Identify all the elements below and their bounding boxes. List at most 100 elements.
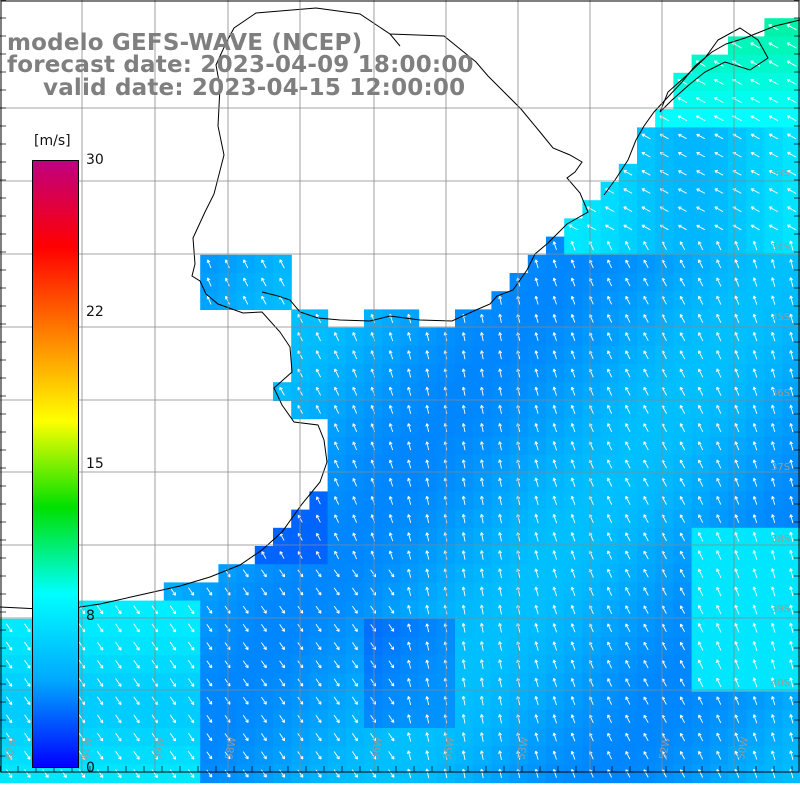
wind-arrow <box>643 714 649 723</box>
wind-arrow <box>352 514 358 523</box>
wind-arrow <box>679 623 685 633</box>
wind-arrow <box>480 459 484 469</box>
wind-arrow <box>643 277 649 287</box>
wind-arrow <box>206 696 213 705</box>
wind-cell <box>782 127 800 147</box>
wind-arrow <box>750 115 761 122</box>
wind-arrow <box>770 604 776 615</box>
wind-arrow <box>351 751 358 760</box>
wind-arrow <box>498 641 502 651</box>
lon-label: 62W <box>4 736 19 760</box>
wind-arrow <box>425 768 430 779</box>
wind-arrow <box>698 459 704 469</box>
wind-arrow <box>315 386 322 396</box>
wind-arrow <box>6 732 13 742</box>
wind-arrow <box>679 241 686 251</box>
wind-arrow <box>224 769 231 778</box>
wind-cell <box>782 200 800 219</box>
map-frame <box>0 0 800 773</box>
wind-arrow <box>607 550 613 560</box>
wind-arrow <box>188 678 195 687</box>
wind-arrow <box>279 642 286 651</box>
wind-arrow <box>479 659 484 669</box>
wind-arrow <box>425 677 430 687</box>
wind-arrow <box>570 714 576 724</box>
wind-arrow <box>678 188 687 194</box>
wind-arrow <box>752 659 758 670</box>
wind-arrow <box>605 206 615 212</box>
wind-arrow <box>188 696 195 706</box>
wind-arrow <box>115 714 122 724</box>
wind-arrow <box>243 277 249 287</box>
wind-arrow <box>425 423 430 433</box>
wind-arrow <box>552 277 557 287</box>
wind-arrow <box>97 732 104 742</box>
wind-arrow <box>96 641 104 651</box>
wind-arrow <box>698 313 704 323</box>
wind-arrow <box>206 715 213 723</box>
wind-arrow <box>60 769 67 778</box>
wind-arrow <box>352 496 358 505</box>
wind-arrow <box>679 496 686 505</box>
wind-arrow <box>607 277 613 287</box>
wind-arrow <box>643 368 649 378</box>
wind-arrow <box>315 660 322 669</box>
wind-arrow <box>407 568 412 578</box>
wind-arrow <box>625 732 631 742</box>
wind-arrow <box>425 659 430 669</box>
wind-arrow <box>498 513 502 524</box>
wind-arrow <box>570 732 576 742</box>
wind-arrow <box>461 750 466 760</box>
wind-arrow <box>334 423 340 432</box>
wind-arrow <box>279 769 286 778</box>
wind-arrow <box>659 115 670 122</box>
wind-arrow <box>224 660 231 669</box>
wind-arrow <box>242 696 249 705</box>
wind-arrow <box>713 60 724 67</box>
wind-arrow <box>534 586 539 597</box>
wind-arrow <box>479 695 484 706</box>
wind-arrow <box>679 277 686 287</box>
wind-arrow <box>24 696 31 706</box>
wind-arrow <box>480 368 484 378</box>
wind-arrow <box>498 459 502 469</box>
wind-arrow <box>770 568 776 579</box>
wind-arrow <box>734 496 740 505</box>
wind-arrow <box>570 459 576 469</box>
wind-cell <box>782 582 800 602</box>
wind-arrow <box>716 259 722 269</box>
wind-arrow <box>625 587 631 596</box>
wind-arrow <box>607 295 613 305</box>
wind-arrow <box>698 277 704 287</box>
wind-arrow <box>279 587 286 596</box>
wind-arrow <box>697 677 704 688</box>
wind-arrow <box>206 605 213 614</box>
wind-cell <box>782 564 800 583</box>
wind-arrow <box>752 313 758 324</box>
wind-arrow <box>352 405 358 414</box>
wind-arrow <box>498 604 502 615</box>
wind-arrow <box>643 295 649 305</box>
wind-arrow <box>768 188 779 194</box>
wind-arrow <box>552 350 557 360</box>
wind-cell <box>782 91 800 110</box>
wind-arrow <box>734 277 740 287</box>
wind-arrow <box>643 405 649 414</box>
wind-arrow <box>351 660 358 669</box>
wind-arrow <box>679 587 685 596</box>
wind-arrow <box>752 750 758 760</box>
wind-arrow <box>407 677 412 687</box>
wind-arrow <box>169 641 177 651</box>
wind-arrow <box>625 660 631 669</box>
wind-arrow <box>407 623 412 633</box>
wind-arrow <box>133 696 140 706</box>
wind-arrow <box>643 259 649 269</box>
wind-arrow <box>115 605 122 615</box>
wind-arrow <box>407 495 412 505</box>
wind-arrow <box>752 622 758 633</box>
wind-arrow <box>187 623 195 633</box>
wind-arrow <box>625 441 631 451</box>
wind-arrow <box>607 641 613 651</box>
wind-arrow <box>480 313 484 323</box>
wind-arrow <box>750 188 760 194</box>
